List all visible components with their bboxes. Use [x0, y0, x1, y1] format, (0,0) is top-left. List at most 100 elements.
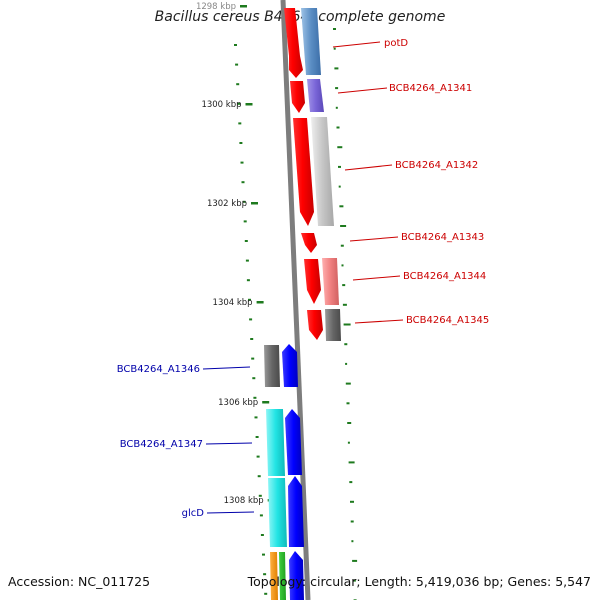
ruler-minor-tick — [257, 475, 261, 478]
ruler-minor-tick — [251, 357, 255, 360]
gene-BCB4264_A1347-homolog — [266, 409, 285, 476]
map-title: Bacillus cereus B4264, complete genome — [154, 9, 446, 25]
gc-tick — [340, 244, 344, 247]
ruler-minor-tick — [250, 338, 254, 340]
gc-tick — [346, 402, 350, 405]
gene-next-blue — [289, 551, 304, 600]
ruler-major-tick — [240, 5, 247, 8]
gc-tick — [350, 520, 354, 523]
gc-tick — [340, 225, 347, 227]
gene-BCB4264_A1341-homolog — [307, 79, 324, 112]
ruler-minor-tick — [262, 553, 265, 556]
accession-text: Accession: NC_011725 — [8, 574, 151, 589]
gc-tick — [337, 146, 343, 149]
gc-tick — [339, 205, 344, 208]
ruler-major-tick — [251, 202, 258, 205]
ruler-minor-tick — [236, 83, 240, 86]
label-potD: potD — [384, 38, 408, 49]
gene-BCB4264_A1346-arrow — [282, 344, 298, 387]
ruler-minor-tick — [258, 494, 262, 497]
gc-tick — [335, 106, 338, 109]
gc-tick — [342, 303, 347, 306]
gene-BCB4264_A1344-homolog — [322, 258, 339, 305]
ruler-label: 1300 kbp — [201, 100, 241, 110]
ruler-minor-tick — [235, 63, 239, 66]
ruler-label: 1304 kbp — [213, 298, 253, 308]
ruler-label: 1298 kbp — [196, 2, 236, 12]
leader-glcD — [206, 511, 255, 514]
gc-tick — [349, 481, 353, 484]
ruler-label: 1302 kbp — [207, 199, 247, 209]
gc-tick — [338, 165, 341, 168]
ruler-minor-tick — [246, 279, 250, 282]
gc-tick — [345, 382, 351, 385]
gc-tick — [344, 343, 348, 346]
ruler-minor-tick — [245, 259, 249, 262]
gene-next-orange — [270, 552, 278, 600]
gc-tick — [333, 47, 336, 50]
gene-BCB4264_A1342-arrow — [293, 118, 314, 226]
gc-tick — [343, 323, 351, 326]
ruler-minor-tick — [254, 416, 258, 419]
gene-BCB4264_A1344-arrow — [304, 259, 321, 304]
ruler-label: 1306 kbp — [218, 398, 258, 408]
label-BCB4264_A1344: BCB4264_A1344 — [403, 271, 486, 282]
gc-tick — [333, 28, 336, 30]
ruler-label: 1308 kbp — [224, 496, 264, 506]
leader-BCB4264_A1345 — [354, 319, 404, 324]
gene-glcD-homolog — [268, 478, 287, 547]
label-leader-lines — [202, 41, 404, 514]
gene-BCB4264_A1342-homolog — [311, 117, 334, 226]
gc-tick — [348, 461, 355, 464]
leader-BCB4264_A1341 — [337, 87, 388, 94]
ruler-minor-tick — [238, 122, 242, 125]
forward-strand-genes — [284, 8, 341, 341]
leader-BCB4264_A1344 — [352, 275, 401, 281]
ruler-minor-tick — [240, 161, 244, 164]
ruler-minor-tick — [255, 436, 259, 438]
gene-BCB4264_A1343-arrow — [301, 233, 317, 253]
gc-ticks-right — [333, 28, 358, 600]
ruler-major-tick — [256, 301, 264, 304]
ruler-ticks-left — [234, 44, 268, 595]
ruler-minor-tick — [243, 220, 247, 223]
label-BCB4264_A1346: BCB4264_A1346 — [117, 364, 200, 375]
gene-next-green — [279, 552, 286, 600]
gene-potD-homolog — [301, 8, 321, 75]
label-BCB4264_A1343: BCB4264_A1343 — [401, 232, 484, 243]
gc-tick — [347, 422, 352, 424]
label-BCB4264_A1347: BCB4264_A1347 — [120, 439, 203, 450]
ruler-minor-tick — [242, 200, 246, 203]
leader-potD — [332, 41, 381, 48]
ruler-minor-tick — [259, 514, 263, 517]
gene-glcD-arrow — [288, 476, 304, 547]
ruler-minor-tick — [241, 181, 245, 184]
topology-summary: Topology: circular; Length: 5,419,036 bp… — [247, 574, 591, 589]
leader-BCB4264_A1342 — [344, 164, 393, 171]
ruler-minor-tick — [260, 534, 264, 536]
gene-potD-arrow — [284, 8, 303, 78]
gene-BCB4264_A1341-arrow — [290, 81, 305, 113]
ruler-minor-tick — [263, 573, 267, 576]
label-BCB4264_A1341: BCB4264_A1341 — [389, 83, 472, 94]
label-glcD: glcD — [182, 508, 205, 519]
ruler-minor-tick — [244, 240, 248, 242]
gc-tick — [335, 87, 339, 90]
ruler-minor-tick — [249, 318, 253, 321]
leader-BCB4264_A1346 — [202, 366, 251, 370]
ruler-minor-tick — [252, 377, 256, 380]
ruler-major-tick — [245, 103, 253, 106]
ruler-minor-tick — [253, 396, 257, 399]
ruler-minor-tick — [264, 592, 268, 595]
ruler-minor-tick — [234, 44, 237, 46]
gc-tick — [352, 559, 358, 562]
gc-tick — [334, 67, 339, 70]
ruler-minor-tick — [248, 298, 251, 301]
gc-tick — [342, 284, 346, 287]
gene-BCB4264_A1346-homolog — [264, 345, 280, 387]
ruler-minor-tick — [239, 142, 243, 144]
gene-BCB4264_A1347-arrow — [285, 409, 302, 475]
label-BCB4264_A1345: BCB4264_A1345 — [406, 315, 489, 326]
gene-BCB4264_A1345-arrow — [307, 310, 323, 340]
reverse-strand-genes — [264, 344, 304, 600]
